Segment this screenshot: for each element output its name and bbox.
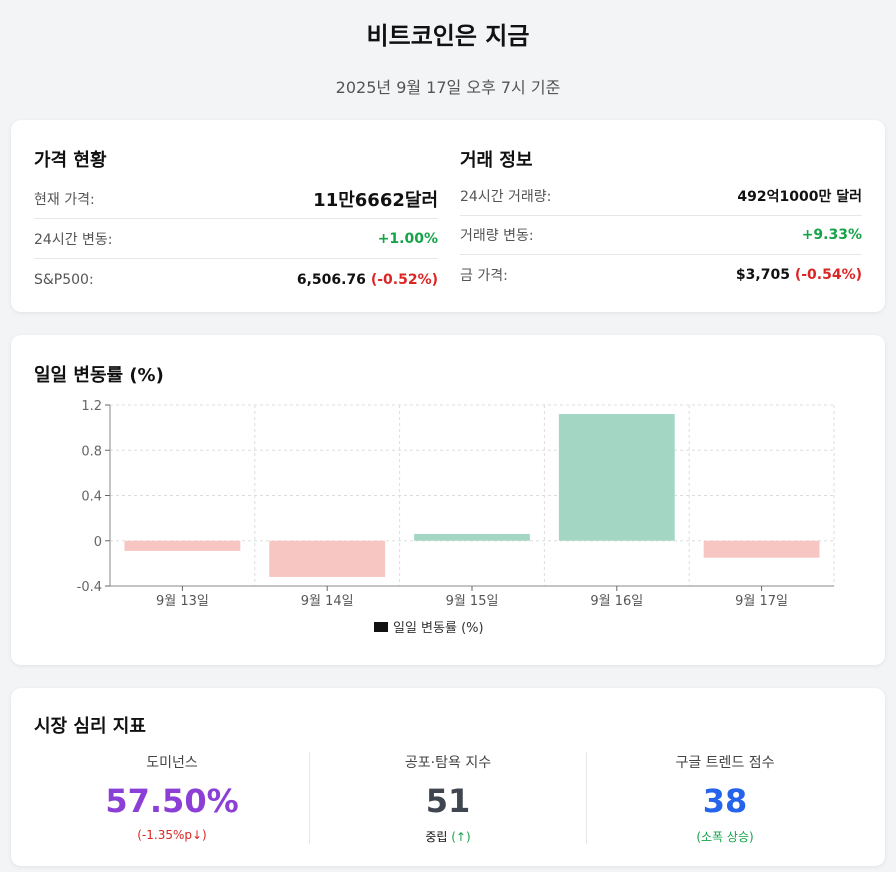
dominance-metric: 도미넌스 57.50% (-1.35%p↓) <box>34 752 310 842</box>
price-info-card: 가격 현황 거래 정보 현재 가격: 11만6662달러 24시간 변동: +1… <box>11 120 885 312</box>
volume-change-value: +9.33% <box>801 227 862 243</box>
google-trends-metric: 구글 트렌드 점수 38 (소폭 상승) <box>587 752 863 845</box>
gold-price-label: 금 가격: <box>460 267 508 284</box>
y-tick-label: 0.4 <box>81 490 102 505</box>
change-24h-value: +1.00% <box>377 231 438 247</box>
change-24h-row: 24시간 변동: +1.00% <box>34 220 438 259</box>
fear-greed-status-group: 중립 (↑) <box>310 828 586 845</box>
fear-greed-metric: 공포·탐욕 지수 51 중립 (↑) <box>310 752 586 845</box>
sp500-row: S&P500: 6,506.76 (-0.52%) <box>34 260 438 299</box>
current-price-row: 현재 가격: 11만6662달러 <box>34 180 438 219</box>
sp500-change: (-0.52%) <box>370 271 438 288</box>
y-tick-label: -0.4 <box>77 580 102 595</box>
bar <box>703 540 820 558</box>
sp500-value: 6,506.76 <box>296 271 366 288</box>
y-tick-label: 1.2 <box>81 399 102 414</box>
x-tick-label: 9월 13일 <box>156 594 209 609</box>
volume-24h-label: 24시간 거래량: <box>460 189 552 205</box>
x-tick-label: 9월 15일 <box>446 594 499 609</box>
volume-change-row: 거래량 변동: +9.33% <box>460 216 862 255</box>
price-status-title: 가격 현황 <box>34 150 107 171</box>
google-trends-label: 구글 트렌드 점수 <box>675 755 775 771</box>
google-trends-value: 38 <box>702 782 748 820</box>
current-price-value: 11만6662달러 <box>313 190 438 211</box>
x-tick-label: 9월 17일 <box>735 594 788 609</box>
gold-price-row: 금 가격: $3,705 (-0.54%) <box>460 255 862 294</box>
page-subtitle: 2025년 9월 17일 오후 7시 기준 <box>335 78 561 97</box>
volume-24h-row: 24시간 거래량: 492억1000만 달러 <box>460 177 862 216</box>
volume-24h-value: 492억1000만 달러 <box>737 189 862 205</box>
dominance-value: 57.50% <box>105 782 239 820</box>
gold-price-value-group: $3,705 (-0.54%) <box>736 267 862 283</box>
legend-swatch <box>374 622 388 632</box>
x-tick-label: 9월 16일 <box>590 594 643 609</box>
market-sentiment-card: 시장 심리 지표 도미넌스 57.50% (-1.35%p↓) 공포·탐욕 지수… <box>11 688 885 866</box>
legend-label: 일일 변동률 (%) <box>393 621 484 636</box>
y-tick-label: 0.8 <box>81 444 102 459</box>
sp500-label: S&P500: <box>34 271 94 288</box>
sp500-value-group: 6,506.76 (-0.52%) <box>297 272 438 288</box>
dominance-change: (-1.35%p↓) <box>137 828 207 842</box>
bar <box>558 414 675 541</box>
bar <box>414 533 530 541</box>
sentiment-title: 시장 심리 지표 <box>34 716 146 737</box>
gold-price-value: $3,705 <box>735 266 790 283</box>
metric-divider <box>309 752 310 844</box>
current-price-label: 현재 가격: <box>34 192 95 208</box>
metric-divider <box>586 752 587 844</box>
gold-price-change: (-0.54%) <box>794 266 862 283</box>
chart-title: 일일 변동률 (%) <box>34 365 164 386</box>
page-title: 비트코인은 지금 <box>366 22 530 50</box>
daily-change-chart-card: 일일 변동률 (%) 1.2 0.8 0.4 0 -0.4 9월 13일 9월 14일 9월 … <box>11 335 885 665</box>
x-tick-label: 9월 14일 <box>301 594 354 609</box>
change-24h-label: 24시간 변동: <box>34 232 113 248</box>
fear-greed-status: 중립 <box>425 830 448 844</box>
bar <box>124 540 241 551</box>
google-trends-change: (소폭 상승) <box>696 830 754 844</box>
trade-info-title: 거래 정보 <box>460 150 533 171</box>
daily-change-bar-chart: 1.2 0.8 0.4 0 -0.4 9월 13일 9월 14일 9월 15일 9월 16일 9월… <box>77 399 835 636</box>
fear-greed-label: 공포·탐욕 지수 <box>404 755 492 771</box>
fear-greed-trend: (↑) <box>451 830 471 844</box>
dominance-label: 도미넌스 <box>146 755 198 771</box>
y-tick-label: 0 <box>94 535 102 550</box>
fear-greed-value: 51 <box>425 782 471 820</box>
bar <box>269 540 386 577</box>
volume-change-label: 거래량 변동: <box>460 228 534 244</box>
